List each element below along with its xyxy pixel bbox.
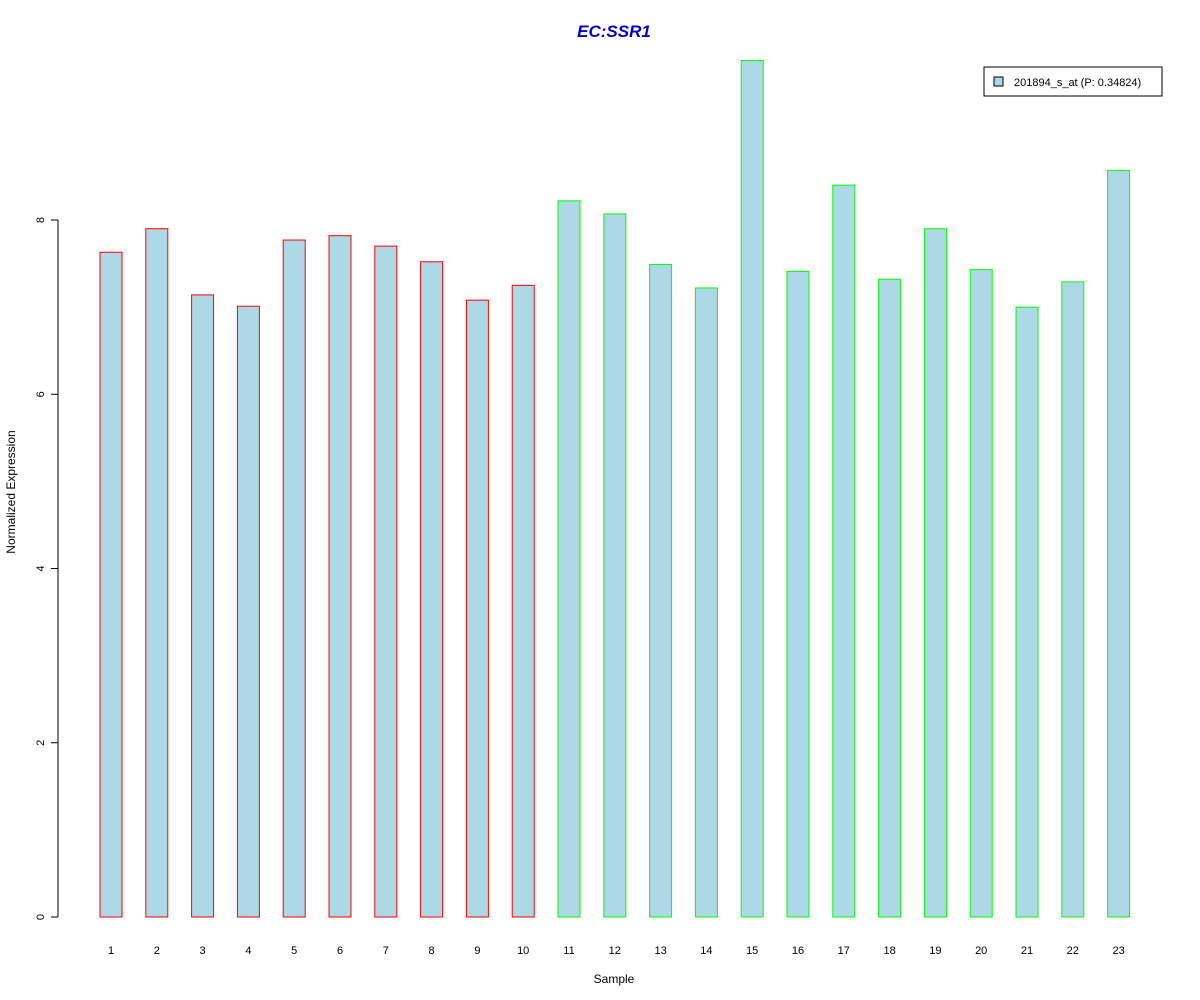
x-tick-label: 11 (563, 945, 574, 957)
x-tick-label: 21 (1021, 945, 1033, 957)
bar-sample-18 (878, 278, 902, 918)
legend-swatch (993, 76, 1004, 87)
bar-sample-9 (465, 299, 489, 918)
x-tick-label: 7 (383, 945, 389, 957)
bar-sample-16 (786, 270, 810, 918)
x-tick-label: 19 (929, 945, 941, 957)
bar-sample-14 (694, 287, 718, 918)
y-axis-label: Normalized Expression (4, 430, 18, 553)
x-tick-label: 18 (883, 945, 895, 957)
y-tick-label: 0 (35, 914, 47, 920)
bar-sample-12 (603, 213, 627, 918)
x-tick-label: 13 (654, 945, 666, 957)
bar-sample-15 (740, 60, 764, 918)
x-tick-label: 12 (609, 945, 621, 957)
bar-sample-1 (99, 251, 123, 918)
bar-sample-20 (969, 269, 993, 918)
legend-label: 201894_s_at (P: 0.34824) (1014, 77, 1141, 89)
x-tick-label: 6 (337, 945, 343, 957)
bar-sample-13 (649, 263, 673, 918)
x-tick-label: 1 (108, 945, 114, 957)
bar-sample-8 (420, 261, 444, 918)
bar-sample-22 (1061, 281, 1085, 918)
x-tick-label: 17 (838, 945, 850, 957)
x-tick-label: 15 (746, 945, 758, 957)
x-tick-label: 9 (474, 945, 480, 957)
y-tick-label: 2 (35, 740, 47, 746)
x-tick-label: 23 (1112, 945, 1124, 957)
bar-sample-4 (236, 305, 260, 918)
x-tick-label: 10 (517, 945, 529, 957)
legend: 201894_s_at (P: 0.34824) (983, 66, 1163, 97)
bar-sample-21 (1015, 306, 1039, 918)
x-tick-label: 5 (291, 945, 297, 957)
chart-title: EC:SSR1 (577, 22, 651, 41)
y-axis-ticks: 0 2 4 6 8 (35, 217, 58, 920)
x-axis-label: Sample (594, 972, 635, 986)
bar-sample-11 (557, 200, 581, 918)
y-tick-label: 4 (35, 565, 47, 571)
x-tick-label: 3 (200, 945, 206, 957)
y-tick-label: 6 (35, 391, 47, 397)
bar-sample-23 (1107, 169, 1131, 918)
x-tick-label: 4 (245, 945, 251, 957)
x-tick-label: 8 (429, 945, 435, 957)
x-tick-label: 14 (700, 945, 712, 957)
bars-group (99, 60, 1131, 918)
bar-sample-19 (923, 228, 947, 918)
x-tick-label: 2 (154, 945, 160, 957)
bar-sample-10 (511, 284, 535, 918)
bar-sample-17 (832, 184, 856, 918)
y-tick-label: 8 (35, 217, 47, 223)
bar-sample-7 (374, 245, 398, 918)
x-tick-label: 20 (975, 945, 987, 957)
x-axis-tick-labels: 1 2 3 4 5 6 7 8 9 10 11 12 13 14 15 16 17 18 19 20 21 22 23 (108, 945, 1125, 957)
bar-sample-2 (145, 228, 169, 918)
bar-sample-3 (191, 294, 215, 918)
x-tick-label: 22 (1067, 945, 1079, 957)
bar-sample-5 (282, 239, 306, 918)
legend-box (983, 66, 1163, 97)
x-tick-label: 16 (792, 945, 804, 957)
bar-sample-6 (328, 235, 352, 918)
